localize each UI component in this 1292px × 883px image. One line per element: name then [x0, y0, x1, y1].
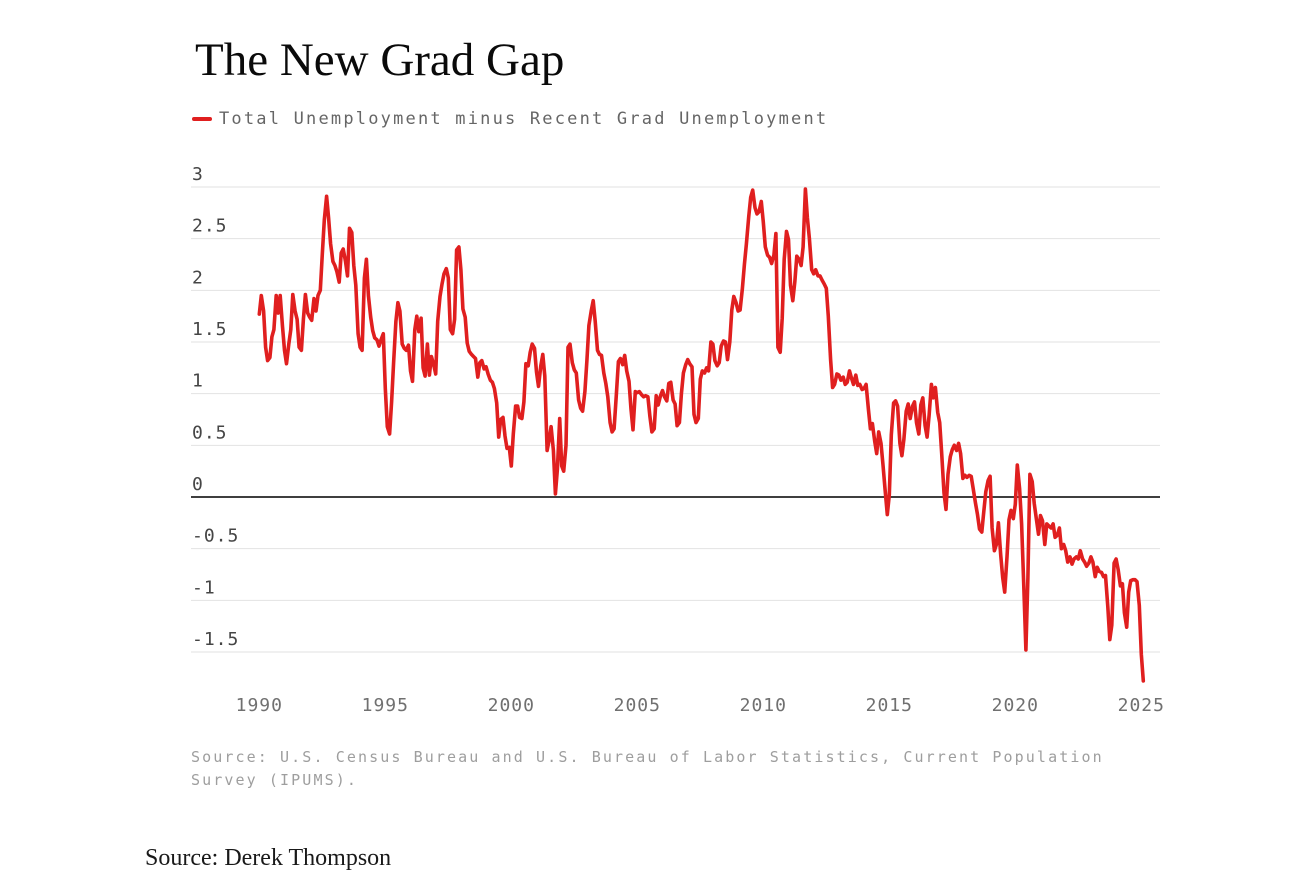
x-tick-label: 2020: [992, 695, 1039, 716]
credit-line: Source: Derek Thompson: [145, 845, 392, 871]
x-tick-label: 2000: [488, 695, 535, 716]
y-tick-label: 3: [192, 164, 204, 185]
y-tick-label: -1: [192, 577, 216, 598]
source-note: Source: U.S. Census Bureau and U.S. Bure…: [191, 746, 1181, 792]
source-note-line1: Source: U.S. Census Bureau and U.S. Bure…: [191, 748, 1104, 766]
x-tick-label: 1995: [362, 695, 409, 716]
chart-title: The New Grad Gap: [195, 34, 565, 87]
y-tick-label: 0: [192, 474, 204, 495]
x-tick-label: 2025: [1118, 695, 1165, 716]
y-tick-label: 0.5: [192, 422, 228, 443]
x-tick-label: 1990: [236, 695, 283, 716]
y-tick-label: 1: [192, 371, 204, 392]
series-line: [257, 187, 1146, 683]
series-line-group: [257, 187, 1146, 683]
x-tick-label: 2015: [866, 695, 913, 716]
x-tick-label: 2005: [614, 695, 661, 716]
legend: Total Unemployment minus Recent Grad Une…: [192, 108, 828, 130]
x-axis-labels: 1990 1995 2000 2005 2010 2015 2020 2025: [236, 695, 1165, 716]
y-axis-labels: 3 2.5 2 1.5 1 0.5 0 -0.5 -1 -1.5: [192, 164, 239, 650]
y-tick-label: -1.5: [192, 629, 239, 650]
legend-label: Total Unemployment minus Recent Grad Une…: [219, 109, 829, 129]
y-tick-label: 2: [192, 267, 204, 288]
y-tick-label: 1.5: [192, 319, 228, 340]
legend-line-swatch: [192, 117, 212, 121]
x-tick-label: 2010: [740, 695, 787, 716]
y-tick-label: 2.5: [192, 216, 228, 237]
source-note-line2: Survey (IPUMS).: [191, 771, 358, 789]
y-tick-label: -0.5: [192, 526, 239, 547]
